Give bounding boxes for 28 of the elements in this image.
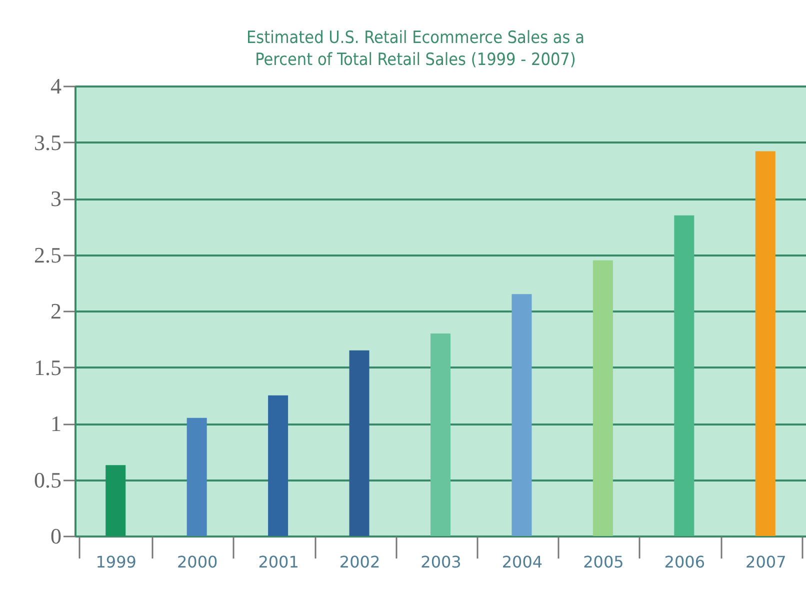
y-tick-label: 1.5 [34, 354, 62, 380]
y-tick-label: 3.5 [34, 130, 62, 155]
bar [512, 294, 532, 536]
x-tick-label: 2007 [746, 552, 786, 572]
x-tick-label: 2003 [420, 552, 462, 572]
y-tick-label: 4 [50, 74, 62, 98]
y-tick-label: 1 [50, 411, 62, 436]
y-tick-label: 2.5 [34, 242, 62, 268]
y-tick-label: 0.5 [34, 467, 62, 492]
x-tick-label: 1999 [96, 552, 136, 572]
y-tick-label: 3 [50, 186, 62, 211]
chart-title: Estimated U.S. Retail Ecommerce Sales as a Percent of Total Retail Sales (1999 - 2007) [246, 28, 584, 70]
bar [186, 418, 207, 536]
x-tick-label: 2002 [339, 552, 380, 572]
x-tick-label: 2006 [664, 552, 706, 572]
x-tick-label: 2004 [502, 552, 543, 572]
y-tick-label: 2 [50, 298, 62, 324]
x-tick-label: 2000 [176, 552, 218, 572]
x-tick-label: 2001 [258, 552, 299, 572]
bar [674, 215, 694, 536]
bar [106, 465, 126, 536]
bar [268, 395, 288, 536]
bar [349, 350, 370, 536]
x-tick-label: 2005 [583, 552, 624, 572]
bar [755, 151, 776, 536]
y-tick-label: 0 [50, 524, 62, 548]
bar [430, 334, 450, 536]
bar [592, 260, 613, 536]
